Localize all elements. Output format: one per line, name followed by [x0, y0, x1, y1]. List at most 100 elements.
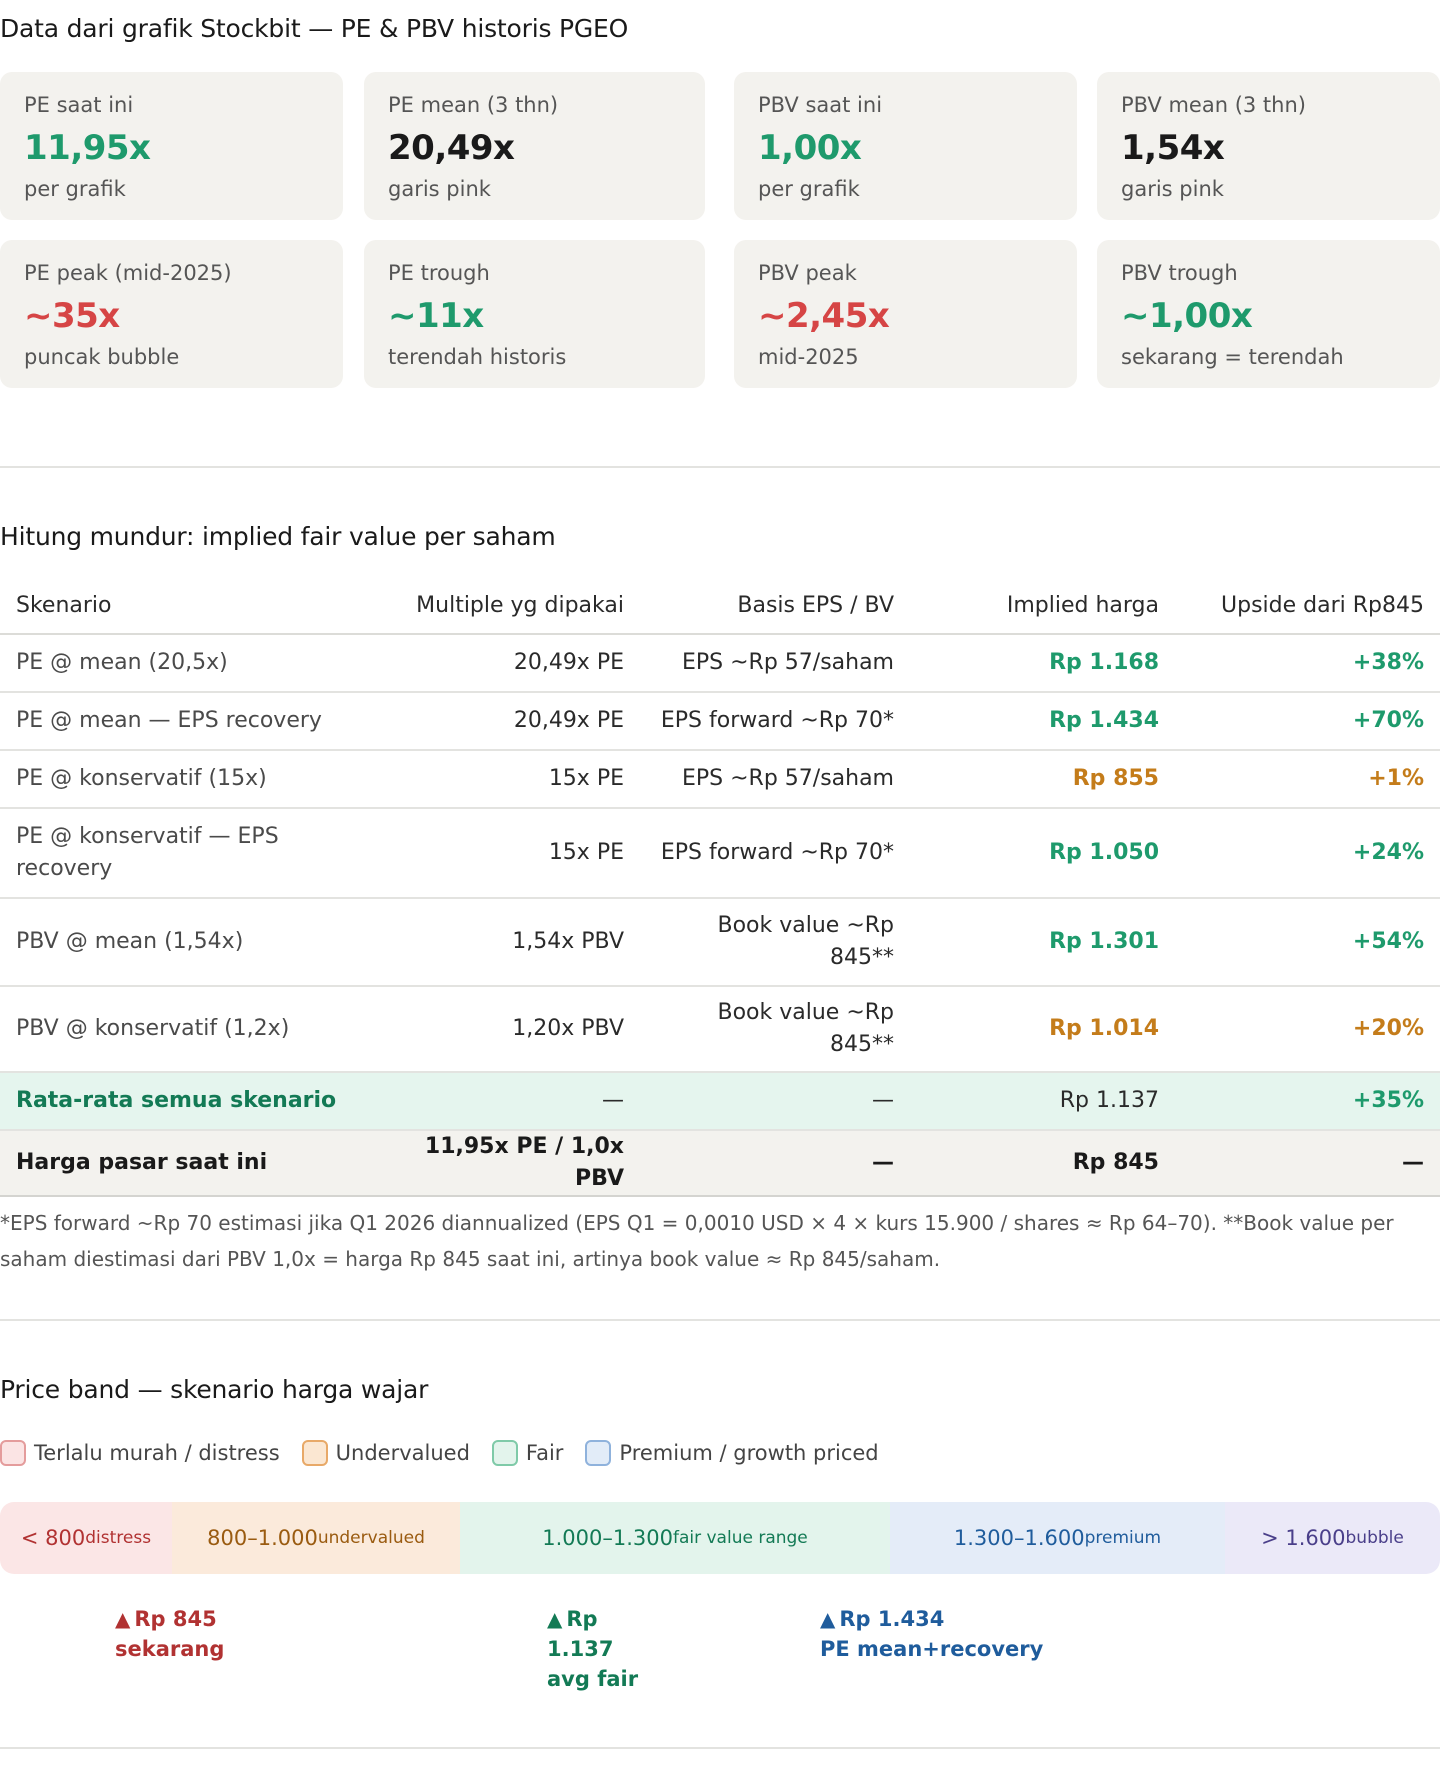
table-cell: Rp 1.434	[910, 692, 1175, 751]
metric-label: PE saat ini	[24, 93, 134, 117]
table-cell: Rp 855	[910, 750, 1175, 809]
metric-label: PE trough	[388, 261, 490, 285]
metric-card-pbv-current: PBV saat ini 1,00x per grafik	[734, 72, 1077, 220]
band-segment-premium: 1.300–1.600 premium	[890, 1502, 1225, 1574]
table-cell: +24%	[1175, 808, 1440, 899]
marker-line: 1.137	[547, 1637, 614, 1661]
table-row: PE @ mean — EPS recovery 20,49x PE EPS f…	[0, 692, 1440, 751]
table-cell: —	[1175, 1130, 1440, 1197]
metric-value: ~35x	[24, 296, 120, 336]
table-row: PBV @ konservatif (1,2x) 1,20x PBV Book …	[0, 986, 1440, 1073]
table-cell: —	[640, 1072, 910, 1131]
table-footnote: *EPS forward ~Rp 70 estimasi jika Q1 202…	[0, 1211, 1394, 1271]
table-cell: 15x PE	[370, 750, 640, 809]
marker-pe-mean-recovery: ▲ Rp 1.434 PE mean+recovery	[820, 1604, 1043, 1664]
table-cell: 20,49x PE	[370, 692, 640, 751]
marker-line: avg fair	[547, 1667, 639, 1691]
table-row: PE @ mean (20,5x) 20,49x PE EPS ~Rp 57/s…	[0, 634, 1440, 693]
table-row: PE @ konservatif — EPS recovery 15x PE E…	[0, 808, 1440, 899]
table-row: PBV @ mean (1,54x) 1,54x PBV Book value …	[0, 898, 1440, 987]
table-cell: EPS forward ~Rp 70*	[640, 808, 910, 899]
marker-line: PE mean+recovery	[820, 1637, 1044, 1661]
band-range: 1.000–1.300	[542, 1526, 673, 1550]
table-cell: EPS ~Rp 57/saham	[640, 634, 910, 693]
legend-label: Terlalu murah / distress	[34, 1441, 280, 1465]
band-segment-undervalued: 800–1.000 undervalued	[172, 1502, 460, 1574]
band-range: > 1.600	[1261, 1526, 1346, 1550]
table-cell: Rata-rata semua skenario	[0, 1072, 370, 1131]
section-divider	[0, 1747, 1440, 1749]
legend-swatch	[491, 1440, 518, 1466]
triangle-up-icon: ▲	[547, 1607, 563, 1631]
metric-label: PBV mean (3 thn)	[1121, 93, 1306, 117]
fair-value-table: Skenario Multiple yg dipakai Basis EPS /…	[0, 578, 1440, 1197]
band-range: 800–1.000	[207, 1526, 318, 1550]
band-range: 1.300–1.600	[953, 1526, 1085, 1550]
column-header: Upside dari Rp845	[1175, 578, 1440, 635]
marker-line: sekarang	[115, 1637, 225, 1661]
metric-label: PE mean (3 thn)	[388, 93, 559, 117]
legend-item-fair: Fair	[491, 1440, 563, 1466]
legend-item-premium: Premium / growth priced	[585, 1440, 879, 1466]
metric-sub: mid-2025	[758, 345, 859, 369]
band-tag: premium	[1084, 1528, 1162, 1548]
table-cell: —	[370, 1072, 640, 1131]
marker-line: Rp 845	[134, 1607, 217, 1631]
table-cell: EPS forward ~Rp 70*	[640, 692, 910, 751]
legend-label: Undervalued	[335, 1441, 470, 1465]
metric-sub: per grafik	[24, 177, 126, 201]
band-segment-fair: 1.000–1.300 fair value range	[460, 1502, 890, 1574]
band-tag: bubble	[1345, 1528, 1404, 1548]
table-cell: PE @ konservatif (15x)	[0, 750, 370, 809]
metric-sub: garis pink	[388, 177, 491, 201]
metric-value: ~1,00x	[1121, 296, 1253, 336]
band-tag: distress	[85, 1528, 152, 1548]
table-cell: Rp 1.168	[910, 634, 1175, 693]
price-band-legend: Terlalu murah / distress Undervalued Fai…	[0, 1440, 901, 1466]
table-cell: 15x PE	[370, 808, 640, 899]
table-cell: PE @ konservatif — EPS recovery	[0, 808, 370, 899]
metric-value: ~11x	[388, 296, 484, 336]
table-row-average: Rata-rata semua skenario — — Rp 1.137 +3…	[0, 1072, 1440, 1131]
table-cell: 11,95x PE / 1,0x PBV	[370, 1130, 640, 1197]
table-cell: PBV @ mean (1,54x)	[0, 898, 370, 987]
price-band-bar: < 800 distress 800–1.000 undervalued 1.000…	[0, 1502, 1440, 1574]
table-cell: Rp 845	[910, 1130, 1175, 1197]
table-cell: Book value ~Rp 845**	[640, 986, 910, 1073]
table-cell: Rp 1.050	[910, 808, 1175, 899]
band-tag: undervalued	[317, 1528, 425, 1548]
band-range: < 800	[20, 1526, 86, 1550]
table-cell: PBV @ konservatif (1,2x)	[0, 986, 370, 1073]
metric-value: 20,49x	[388, 128, 515, 168]
column-header: Skenario	[0, 578, 370, 635]
triangle-up-icon: ▲	[820, 1607, 836, 1631]
section-title-price-band: Price band — skenario harga wajar	[0, 1375, 429, 1404]
legend-item-undervalued: Undervalued	[301, 1440, 470, 1466]
table-cell: PE @ mean (20,5x)	[0, 634, 370, 693]
metric-label: PE peak (mid-2025)	[24, 261, 232, 285]
triangle-up-icon: ▲	[115, 1607, 131, 1631]
metric-value: ~2,45x	[758, 296, 890, 336]
column-header: Multiple yg dipakai	[370, 578, 640, 635]
table-cell: Rp 1.301	[910, 898, 1175, 987]
metric-card-pbv-mean: PBV mean (3 thn) 1,54x garis pink	[1097, 72, 1440, 220]
column-header: Basis EPS / BV	[640, 578, 910, 635]
band-segment-distress: < 800 distress	[0, 1502, 172, 1574]
table-cell: Rp 1.014	[910, 986, 1175, 1073]
table-header-row: Skenario Multiple yg dipakai Basis EPS /…	[0, 578, 1440, 635]
metric-label: PBV peak	[758, 261, 857, 285]
table-cell: Harga pasar saat ini	[0, 1130, 370, 1197]
column-header: Implied harga	[910, 578, 1175, 635]
metric-value: 11,95x	[24, 128, 151, 168]
section-divider	[0, 466, 1440, 468]
table-cell: 1,54x PBV	[370, 898, 640, 987]
marker-current-price: ▲ Rp 845 sekarang	[115, 1604, 224, 1664]
band-tag: fair value range	[672, 1528, 808, 1548]
table-cell: +20%	[1175, 986, 1440, 1073]
metric-card-pe-mean: PE mean (3 thn) 20,49x garis pink	[364, 72, 705, 220]
legend-swatch	[0, 1440, 26, 1466]
metric-card-pbv-trough: PBV trough ~1,00x sekarang = terendah	[1097, 240, 1440, 388]
metric-value: 1,54x	[1121, 128, 1225, 168]
table-cell: 20,49x PE	[370, 634, 640, 693]
section-title-historical: Data dari grafik Stockbit — PE & PBV his…	[0, 14, 629, 43]
